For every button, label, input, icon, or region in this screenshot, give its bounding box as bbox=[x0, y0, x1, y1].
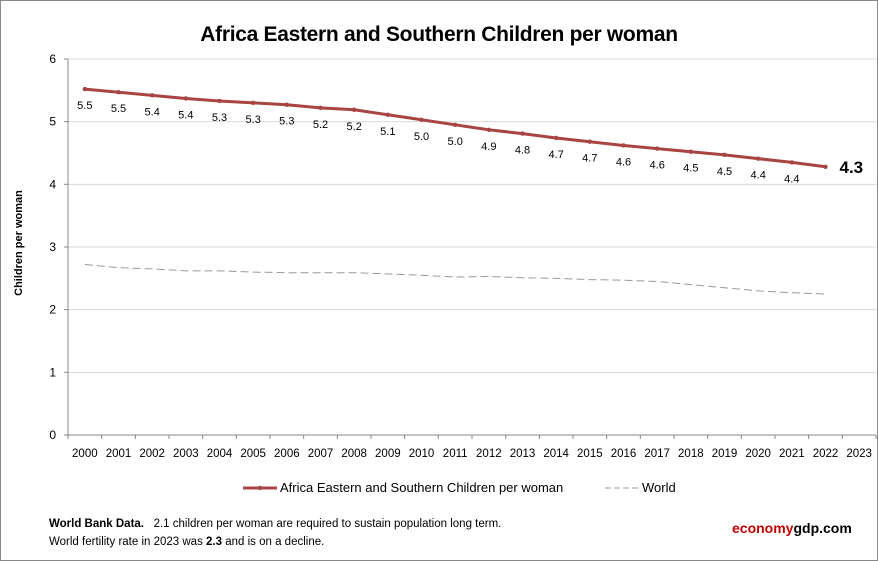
data-point bbox=[183, 96, 189, 101]
data-label: 5.3 bbox=[212, 112, 227, 124]
data-point bbox=[116, 90, 121, 95]
data-label: 4.6 bbox=[616, 156, 631, 168]
data-point bbox=[318, 105, 323, 111]
y-tick-label: 3 bbox=[49, 240, 56, 254]
data-label: 4.4 bbox=[784, 173, 799, 185]
data-label: 5.4 bbox=[145, 106, 160, 118]
note-text: 2.1 children per woman are required to s… bbox=[153, 518, 502, 530]
x-tick-label: 2019 bbox=[712, 448, 738, 460]
x-tick-label: 2003 bbox=[173, 448, 199, 460]
data-label: 5.2 bbox=[347, 121, 362, 133]
note-text: World fertility rate in 2023 was bbox=[49, 536, 207, 548]
data-label: 5.1 bbox=[380, 126, 395, 138]
data-point bbox=[621, 143, 626, 148]
data-point bbox=[722, 152, 727, 158]
data-label: 4.6 bbox=[650, 160, 665, 172]
data-label: 5.2 bbox=[313, 119, 328, 131]
x-tick-label: 2017 bbox=[644, 448, 670, 460]
data-point bbox=[823, 164, 828, 169]
note-text: and is on a decline. bbox=[222, 536, 325, 548]
note-source: World Bank Data. bbox=[49, 518, 144, 530]
x-tick-label: 2005 bbox=[240, 448, 266, 460]
data-label: 4.5 bbox=[717, 166, 732, 178]
x-tick-label: 2012 bbox=[476, 448, 502, 460]
y-tick-label: 5 bbox=[49, 115, 56, 129]
x-tick-label: 2007 bbox=[308, 448, 334, 460]
x-tick-label: 2016 bbox=[611, 448, 637, 460]
data-label: 4.4 bbox=[751, 170, 766, 182]
x-tick-label: 2006 bbox=[274, 448, 300, 460]
legend-label-africa: Africa Eastern and Southern Children per… bbox=[280, 480, 563, 495]
data-label: 4.7 bbox=[549, 149, 564, 161]
note-value: 2.3 bbox=[206, 536, 223, 548]
data-label: 4.9 bbox=[481, 141, 496, 153]
brand-part-2: gdp.com bbox=[793, 520, 852, 536]
data-label: 5.5 bbox=[111, 103, 126, 115]
x-tick-label: 2001 bbox=[106, 448, 132, 460]
x-tick-label: 2013 bbox=[510, 448, 536, 460]
data-point bbox=[789, 160, 795, 165]
x-tick-label: 2010 bbox=[409, 448, 435, 460]
data-label: 4.5 bbox=[683, 163, 698, 175]
x-tick-label: 2009 bbox=[375, 448, 401, 460]
x-tick-label: 2004 bbox=[207, 448, 233, 460]
data-label: 5.3 bbox=[279, 116, 294, 128]
data-point bbox=[452, 122, 458, 128]
data-label: 5.5 bbox=[77, 100, 92, 112]
data-label: 5.0 bbox=[414, 131, 429, 143]
x-tick-label: 2022 bbox=[813, 448, 839, 460]
data-point bbox=[688, 149, 694, 154]
data-label: 4.7 bbox=[582, 153, 597, 165]
data-point bbox=[385, 112, 391, 117]
x-tick-label: 2008 bbox=[341, 448, 367, 460]
x-tick-label: 2023 bbox=[846, 448, 872, 460]
y-tick-label: 4 bbox=[49, 177, 56, 191]
legend-label-world: World bbox=[642, 480, 676, 495]
y-tick-label: 0 bbox=[49, 428, 56, 442]
note-line-1: World Bank Data. 2.1 children per woman … bbox=[49, 518, 501, 530]
data-point bbox=[217, 98, 222, 104]
data-point bbox=[654, 146, 660, 151]
data-point bbox=[250, 100, 256, 106]
data-point bbox=[553, 135, 559, 141]
x-tick-label: 2021 bbox=[779, 448, 805, 460]
data-label: 5.4 bbox=[178, 109, 193, 121]
legend-marker-africa bbox=[257, 485, 263, 491]
data-point bbox=[587, 139, 593, 144]
x-tick-label: 2014 bbox=[543, 448, 569, 460]
x-tick-label: 2015 bbox=[577, 448, 603, 460]
x-tick-label: 2002 bbox=[139, 448, 165, 460]
brand-logo[interactable]: economygdp.com bbox=[732, 520, 852, 536]
data-point bbox=[351, 107, 357, 112]
x-tick-label: 2018 bbox=[678, 448, 704, 460]
series-line-world bbox=[84, 264, 826, 295]
data-point bbox=[82, 86, 88, 92]
data-label-last: 4.3 bbox=[840, 158, 864, 177]
series-line-africa bbox=[84, 87, 826, 169]
brand-part-1: economy bbox=[732, 520, 794, 536]
data-point bbox=[755, 156, 761, 161]
data-label: 5.0 bbox=[448, 136, 463, 148]
y-tick-label: 1 bbox=[49, 365, 56, 379]
data-point bbox=[486, 127, 492, 133]
note-line-2: World fertility rate in 2023 was 2.3 and… bbox=[49, 536, 324, 548]
data-point bbox=[284, 102, 290, 107]
data-label: 5.3 bbox=[246, 114, 261, 126]
chart-title: Africa Eastern and Southern Children per… bbox=[200, 23, 678, 46]
data-point bbox=[520, 131, 525, 136]
data-label: 4.8 bbox=[515, 145, 530, 157]
x-tick-label: 2011 bbox=[443, 448, 468, 460]
x-tick-label: 2000 bbox=[72, 448, 98, 460]
data-point bbox=[149, 93, 155, 98]
y-tick-label: 2 bbox=[49, 303, 56, 317]
y-tick-label: 6 bbox=[49, 52, 56, 66]
x-tick-label: 2020 bbox=[745, 448, 771, 460]
data-point bbox=[419, 117, 424, 122]
